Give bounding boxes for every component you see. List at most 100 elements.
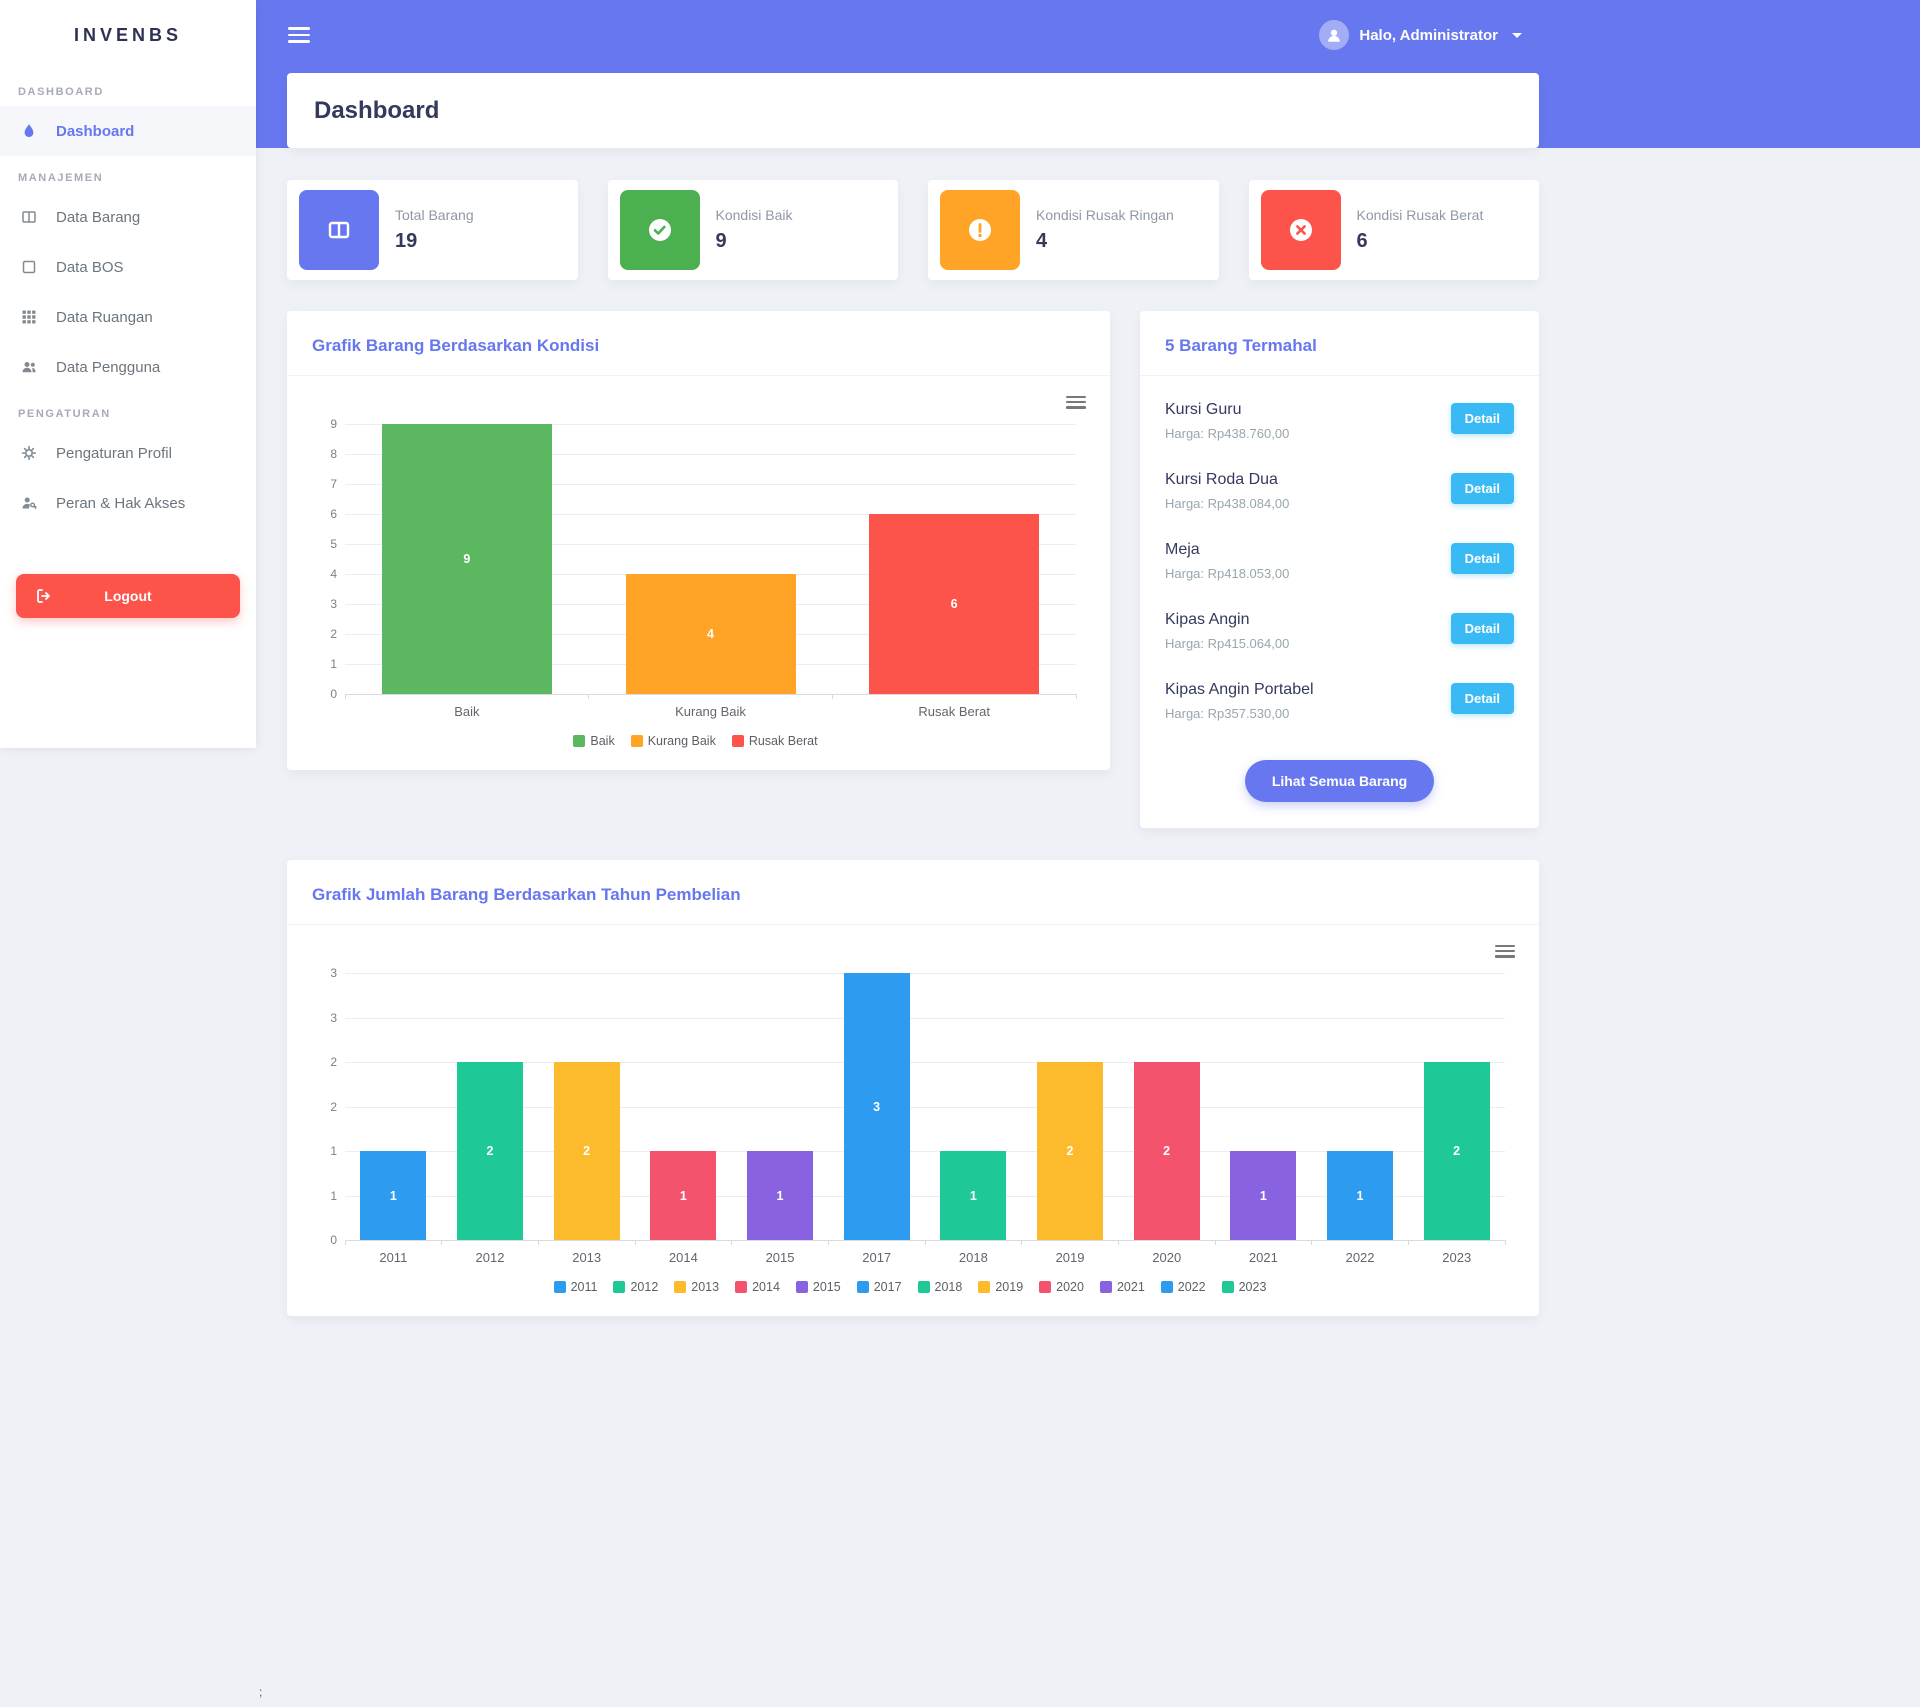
chart-legend: Baik Kurang Baik Rusak Berat xyxy=(315,734,1076,748)
users-icon xyxy=(18,359,40,375)
sidebar-toggle-icon[interactable] xyxy=(288,23,310,47)
gridline xyxy=(345,1151,1505,1152)
legend-label: Kurang Baik xyxy=(647,734,716,748)
item-price: Harga: Rp418.053,00 xyxy=(1165,566,1290,581)
x-axis-tick-label: Rusak Berat xyxy=(918,704,990,719)
legend-swatch xyxy=(630,735,643,747)
stat-value: 4 xyxy=(1036,230,1048,252)
legend-item-Kurang Baik[interactable]: Kurang Baik xyxy=(630,734,716,748)
legend-label: 2018 xyxy=(934,1280,963,1294)
legend-item-Rusak Berat[interactable]: Rusak Berat xyxy=(731,734,818,748)
sidebar-item-data-bos[interactable]: Data BOS xyxy=(0,242,256,292)
bar-2022: 1 xyxy=(1327,1151,1393,1240)
gear-icon xyxy=(18,445,40,461)
legend-item-2023[interactable]: 2023 xyxy=(1221,1280,1267,1294)
card-header: Grafik Jumlah Barang Berdasarkan Tahun P… xyxy=(287,860,1539,925)
legend-item-2018[interactable]: 2018 xyxy=(917,1280,963,1294)
gridline xyxy=(345,1062,1505,1063)
x-axis-tick xyxy=(344,694,346,699)
user-menu[interactable]: Halo, Administrator xyxy=(1319,0,1522,70)
legend-item-2017[interactable]: 2017 xyxy=(856,1280,902,1294)
logout-icon xyxy=(36,588,52,604)
bar-2011: 1 xyxy=(360,1151,427,1240)
bar-value-label: 1 xyxy=(969,1188,977,1203)
legend-item-2021[interactable]: 2021 xyxy=(1099,1280,1145,1294)
legend-item-2013[interactable]: 2013 xyxy=(674,1280,719,1294)
bar-value-label: 2 xyxy=(486,1144,494,1158)
x-axis-tick-label: 2020 xyxy=(1152,1250,1182,1265)
chart-menu-icon[interactable] xyxy=(1495,942,1515,960)
legend-item-2019[interactable]: 2019 xyxy=(978,1280,1023,1294)
legend-item-2012[interactable]: 2012 xyxy=(613,1280,658,1294)
item-price: Harga: Rp438.084,00 xyxy=(1165,496,1290,511)
legend-label: Rusak Berat xyxy=(748,734,818,748)
sidebar-item-data-pengguna[interactable]: Data Pengguna xyxy=(0,342,256,392)
bar-value-label: 3 xyxy=(873,1099,881,1114)
avatar xyxy=(1319,20,1350,50)
legend-item-2011[interactable]: 2011 xyxy=(553,1280,597,1294)
detail-button[interactable]: Detail xyxy=(1450,683,1514,714)
x-axis-tick-label: 2023 xyxy=(1442,1250,1472,1265)
logout-label: Logout xyxy=(104,588,152,604)
bar-value-label: 2 xyxy=(1066,1144,1074,1158)
kondisi-chart-card: Grafik Barang Berdasarkan Kondisi 9 8 7 6 5 4… xyxy=(287,311,1110,770)
see-all-button[interactable]: Lihat Semua Barang xyxy=(1244,760,1435,802)
gridline xyxy=(345,454,1076,455)
x-axis-tick-label: Baik xyxy=(454,704,480,719)
x-axis-tick xyxy=(441,1240,443,1245)
square-icon xyxy=(18,259,40,275)
legend-item-2022[interactable]: 2022 xyxy=(1160,1280,1206,1294)
gridline xyxy=(345,424,1076,425)
y-axis-tick-label: 1 xyxy=(330,1188,337,1203)
x-axis-tick-label: 2019 xyxy=(1055,1250,1085,1265)
detail-button[interactable]: Detail xyxy=(1450,473,1514,504)
stat-label: Kondisi Rusak Ringan xyxy=(1036,207,1174,223)
detail-button[interactable]: Detail xyxy=(1450,543,1514,574)
check-circle-icon xyxy=(619,190,700,270)
detail-button[interactable]: Detail xyxy=(1450,403,1514,434)
stray-character: ; xyxy=(259,1685,263,1699)
stat-label: Kondisi Baik xyxy=(715,207,793,223)
user-greeting: Halo, Administrator xyxy=(1359,26,1498,44)
bar-2013: 2 xyxy=(553,1062,620,1240)
bar-2020: 2 xyxy=(1133,1062,1200,1240)
stat-value: 9 xyxy=(715,230,727,252)
x-axis-tick-label: Kurang Baik xyxy=(675,704,746,719)
bar-value-label: 1 xyxy=(679,1188,687,1203)
detail-button[interactable]: Detail xyxy=(1450,613,1514,644)
logout-button[interactable]: Logout xyxy=(16,574,240,618)
tahun-chart-card: Grafik Jumlah Barang Berdasarkan Tahun P… xyxy=(287,860,1539,1316)
legend-item-2015[interactable]: 2015 xyxy=(795,1280,841,1294)
legend-swatch xyxy=(674,1281,687,1293)
sidebar-item-data-ruangan[interactable]: Data Ruangan xyxy=(0,292,256,342)
x-axis-tick-label: 2013 xyxy=(572,1250,602,1265)
item-price: Harga: Rp415.064,00 xyxy=(1165,636,1290,651)
legend-label: 2023 xyxy=(1238,1280,1267,1294)
bar-2014: 1 xyxy=(650,1151,717,1240)
app-logo[interactable]: INVENBS xyxy=(73,24,182,45)
sidebar-section-dashboard: DASHBOARD xyxy=(18,86,104,98)
x-axis-tick-label: 2011 xyxy=(379,1250,408,1265)
list-item: Kipas Angin Harga: Rp415.064,00 Detail xyxy=(1165,596,1514,666)
legend-item-2014[interactable]: 2014 xyxy=(735,1280,780,1294)
sidebar-item-peran-hak-akses[interactable]: Peran & Hak Akses xyxy=(0,478,256,528)
termahal-list: Kursi Guru Harga: Rp438.760,00 Detail Ku… xyxy=(1140,376,1539,828)
chart-body: 9 8 7 6 5 4 3 2 1 0 9 4 6 Baik Kurang Baik Rusak Berat B… xyxy=(287,376,1110,770)
stat-label: Kondisi Rusak Berat xyxy=(1356,207,1484,223)
chart-menu-icon[interactable] xyxy=(1066,393,1086,411)
gridline xyxy=(345,544,1076,545)
sidebar-item-dashboard[interactable]: Dashboard xyxy=(0,106,256,156)
legend-label: 2022 xyxy=(1177,1280,1206,1294)
gridline xyxy=(345,484,1076,485)
chart-legend: 2011 2012 2013 2014 2015 2017 2018 2019 2020 2021… xyxy=(315,1280,1505,1294)
bar-value-label: 2 xyxy=(1453,1144,1461,1158)
sidebar-item-data-barang[interactable]: Data Barang xyxy=(0,192,256,242)
legend-item-Baik[interactable]: Baik xyxy=(573,734,615,748)
legend-item-2020[interactable]: 2020 xyxy=(1039,1280,1084,1294)
bar-2018: 1 xyxy=(940,1151,1007,1240)
sidebar-item-label: Dashboard xyxy=(56,122,135,140)
y-axis-tick-label: 3 xyxy=(330,1010,337,1025)
main-content: Dashboard Total Barang 19 Kondisi Baik xyxy=(287,73,1539,1316)
sidebar-item-pengaturan-profil[interactable]: Pengaturan Profil xyxy=(0,428,256,478)
topbar: Halo, Administrator xyxy=(256,0,1920,70)
